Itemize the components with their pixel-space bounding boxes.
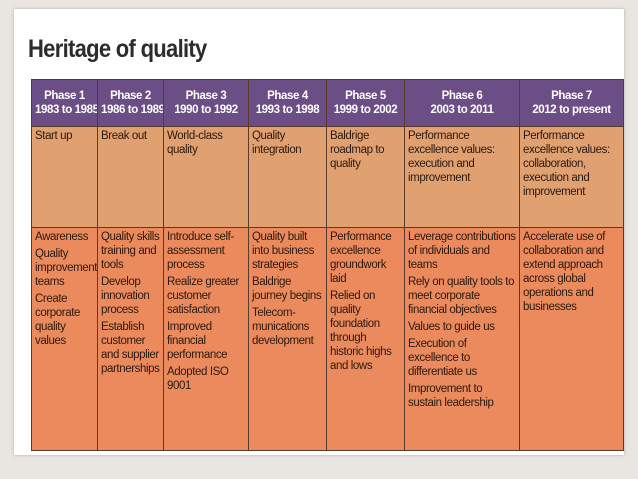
phase-header: Phase 7 2012 to present xyxy=(519,79,624,127)
phase-header: Phase 6 2003 to 2011 xyxy=(404,79,520,127)
slide: Heritage of quality Phase 1 1983 to 1985 … xyxy=(14,9,624,455)
phase-header: Phase 2 1986 to 1989 xyxy=(97,79,164,127)
activity-item: Establish customer and supplier partners… xyxy=(101,321,160,375)
phase-focus-cell: Performance excellence values: execution… xyxy=(404,126,520,228)
activity-item: Rely on quality tools to meet corporate … xyxy=(408,276,515,316)
activity-item: Baldrige journey begins xyxy=(252,276,322,302)
activity-item: Quality built into business strategies xyxy=(252,231,314,271)
activity-item: Telecom-munications development xyxy=(252,307,314,347)
quality-phases-table: Phase 1 1983 to 1985 Phase 2 1986 to 1989 … xyxy=(31,79,624,451)
phase-focus-cell: Start up xyxy=(31,126,98,228)
phase-header: Phase 1 1983 to 1985 xyxy=(31,79,98,127)
activity-item: Performance excellence groundwork laid xyxy=(330,231,392,285)
activity-item: Introduce self-assessment process xyxy=(167,231,234,271)
activity-item: Leverage contributions of individuals an… xyxy=(408,231,516,271)
activity-item: Accelerate use of collaboration and exte… xyxy=(523,231,606,313)
phase-activities-cell: Awareness Quality improvement teams Crea… xyxy=(31,227,98,451)
activity-item: Create corporate quality values xyxy=(35,293,80,347)
phase-activities-cell: Quality built into business strategies B… xyxy=(248,227,327,451)
activities-row: Awareness Quality improvement teams Crea… xyxy=(31,227,624,451)
activity-item: Values to guide us xyxy=(408,321,495,333)
phase-activities-cell: Quality skills training and tools Develo… xyxy=(97,227,164,451)
phase-header: Phase 4 1993 to 1998 xyxy=(248,79,327,127)
phase-header: Phase 5 1999 to 2002 xyxy=(326,79,405,127)
activity-item: Relied on quality foundation through his… xyxy=(330,290,392,372)
activity-item: Develop innovation process xyxy=(101,276,150,316)
phase-activities-cell: Introduce self-assessment process Realiz… xyxy=(163,227,249,451)
activity-item: Improvement to sustain leadership xyxy=(408,383,494,409)
activity-item: Realize greater customer satisfaction xyxy=(167,276,239,316)
phase-focus-cell: Break out xyxy=(97,126,164,228)
phase-activities-cell: Performance excellence groundwork laid R… xyxy=(326,227,405,451)
activity-item: Adopted ISO 9001 xyxy=(167,366,229,392)
activity-item: Quality skills training and tools xyxy=(101,231,160,271)
phase-focus-cell: Quality integration xyxy=(248,126,327,228)
table-header-row: Phase 1 1983 to 1985 Phase 2 1986 to 1989 … xyxy=(31,79,624,127)
phase-activities-cell: Leverage contributions of individuals an… xyxy=(404,227,520,451)
phase-focus-cell: Baldrige roadmap to quality xyxy=(326,126,405,228)
activity-item: Execution of excellence to differentiate… xyxy=(408,338,477,378)
activity-item: Awareness xyxy=(35,231,89,243)
phase-focus-cell: World-class quality xyxy=(163,126,249,228)
phase-header: Phase 3 1990 to 1992 xyxy=(163,79,249,127)
activity-item: Quality improvement teams xyxy=(35,248,98,288)
focus-row: Start up Break out World-class quality Q… xyxy=(31,126,624,228)
phase-focus-cell: Performance excellence values: collabora… xyxy=(519,126,624,228)
phase-activities-cell: Accelerate use of collaboration and exte… xyxy=(519,227,624,451)
activity-item: Improved financial performance xyxy=(167,321,228,361)
page-title: Heritage of quality xyxy=(28,35,207,63)
